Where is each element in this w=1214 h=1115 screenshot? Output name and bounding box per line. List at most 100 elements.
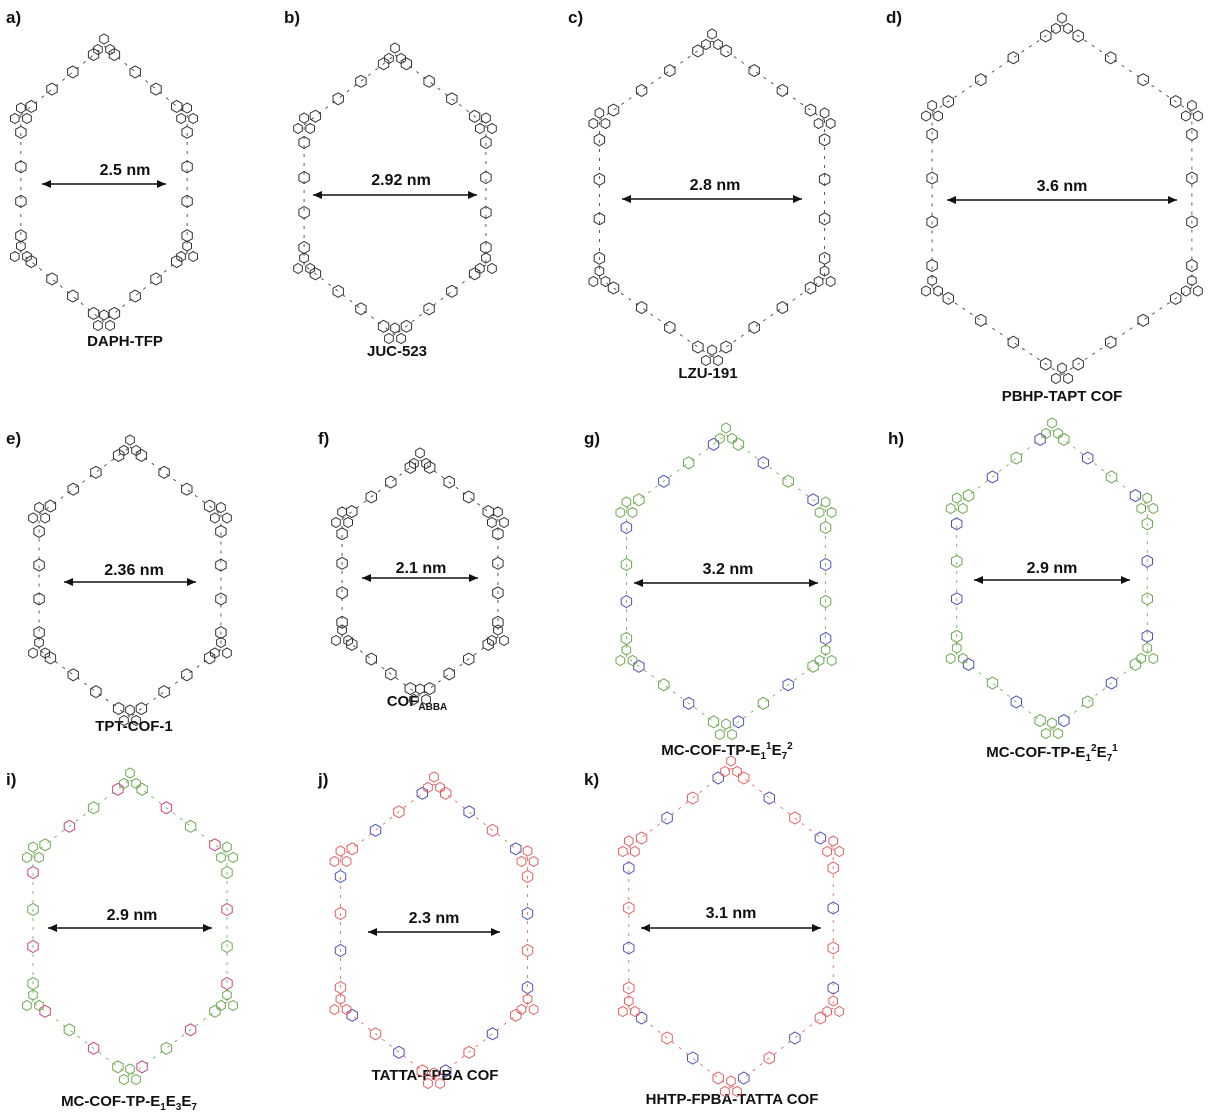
framework-bond <box>626 656 727 732</box>
framework-bond <box>725 434 826 510</box>
framework-bond <box>1061 287 1193 376</box>
linker-ring <box>962 657 975 671</box>
linker-ring <box>400 57 413 71</box>
node-ring <box>588 107 611 130</box>
linker-ring <box>687 1051 699 1065</box>
linker-ring <box>683 456 695 470</box>
linker-ring <box>365 652 377 666</box>
node-ring <box>813 107 836 130</box>
framework-bond <box>32 1001 131 1077</box>
arrowhead-left <box>641 924 650 932</box>
linker-ring <box>926 171 938 185</box>
linker-ring <box>492 527 504 541</box>
linker-ring <box>776 83 789 97</box>
node-ring <box>119 1063 141 1086</box>
linker-ring <box>1072 29 1084 43</box>
node-ring <box>329 993 352 1016</box>
node-ring <box>331 624 353 647</box>
pore-size-label-e: 2.36 nm <box>104 562 164 579</box>
linker-ring <box>46 272 58 286</box>
linker-ring <box>1105 676 1118 690</box>
linker-ring <box>1072 357 1084 371</box>
linker-ring <box>1007 51 1019 65</box>
linker-ring <box>27 865 39 880</box>
linker-ring <box>385 475 397 489</box>
linker-ring <box>620 631 633 646</box>
linker-ring <box>480 135 492 150</box>
node-ring <box>701 28 723 51</box>
linker-ring <box>298 240 310 255</box>
linker-ring <box>336 556 348 570</box>
linker-ring <box>480 205 492 220</box>
arrowhead-right <box>1168 196 1177 204</box>
linker-ring <box>369 1027 382 1041</box>
linker-ring <box>181 482 193 496</box>
linker-ring <box>27 976 39 991</box>
node-ring <box>615 496 638 519</box>
linker-ring <box>1141 629 1153 643</box>
cof-name-i-part: MC-COF-TP-E <box>61 1093 161 1110</box>
linker-ring <box>776 301 789 315</box>
linker-ring <box>482 505 494 519</box>
linker-ring <box>463 805 475 819</box>
linker-ring <box>135 448 148 462</box>
linker-ring <box>664 320 676 334</box>
framework-10 <box>617 755 845 1098</box>
framework-bond <box>730 1007 834 1089</box>
linker-ring <box>423 302 435 316</box>
linker-ring <box>707 437 720 451</box>
linker-ring <box>334 943 347 958</box>
linker-ring <box>87 48 100 62</box>
linker-ring <box>1137 313 1149 327</box>
linker-ring <box>738 771 750 785</box>
framework-bond <box>129 446 222 515</box>
linker-ring <box>129 65 141 79</box>
pore-size-label-f: 2.1 nm <box>395 560 447 577</box>
linker-ring <box>818 212 831 226</box>
linker-ring <box>942 291 954 305</box>
linker-ring <box>160 801 173 815</box>
arrowhead-left <box>368 928 377 936</box>
framework-bond <box>931 287 1063 376</box>
cof-name-f-sub: ABBA <box>418 702 448 713</box>
linker-ring <box>400 319 413 333</box>
linker-ring <box>482 637 494 651</box>
cof-name-g-part: MC-COF-TP-E <box>661 742 761 759</box>
linker-ring <box>926 215 938 229</box>
node-ring <box>1181 274 1203 297</box>
node-ring <box>1181 99 1203 122</box>
linker-ring <box>732 437 745 451</box>
node-ring <box>384 42 406 65</box>
linker-ring <box>440 786 452 800</box>
linker-ring <box>635 301 648 315</box>
cof-name-c: LZU-191 <box>678 365 738 382</box>
pore-size-label-i: 2.9 nm <box>106 907 158 924</box>
linker-ring <box>926 127 938 141</box>
framework-4 <box>28 434 232 727</box>
arrowhead-right <box>812 924 821 932</box>
linker-ring <box>463 490 475 504</box>
linker-ring <box>607 281 620 295</box>
linker-ring <box>215 524 227 538</box>
linker-ring <box>221 902 233 917</box>
linker-ring <box>15 194 27 208</box>
framework-bond <box>38 649 131 718</box>
linker-ring <box>129 289 141 303</box>
linker-ring <box>39 1004 51 1018</box>
linker-ring <box>807 493 819 507</box>
linker-ring <box>951 517 963 531</box>
linker-ring <box>1186 171 1198 185</box>
arrowhead-left <box>48 924 57 932</box>
linker-ring <box>1034 714 1046 728</box>
linker-ring <box>1040 357 1052 371</box>
cof-name-g-part: E <box>771 742 782 759</box>
node-ring <box>615 644 638 667</box>
node-ring <box>10 240 32 263</box>
linker-ring <box>664 64 676 78</box>
node-ring <box>945 492 968 515</box>
linker-ring <box>416 786 428 800</box>
cof-name-i-part: E <box>181 1093 192 1110</box>
linker-ring <box>1129 489 1142 503</box>
linker-ring <box>15 229 27 243</box>
linker-ring <box>181 229 193 243</box>
